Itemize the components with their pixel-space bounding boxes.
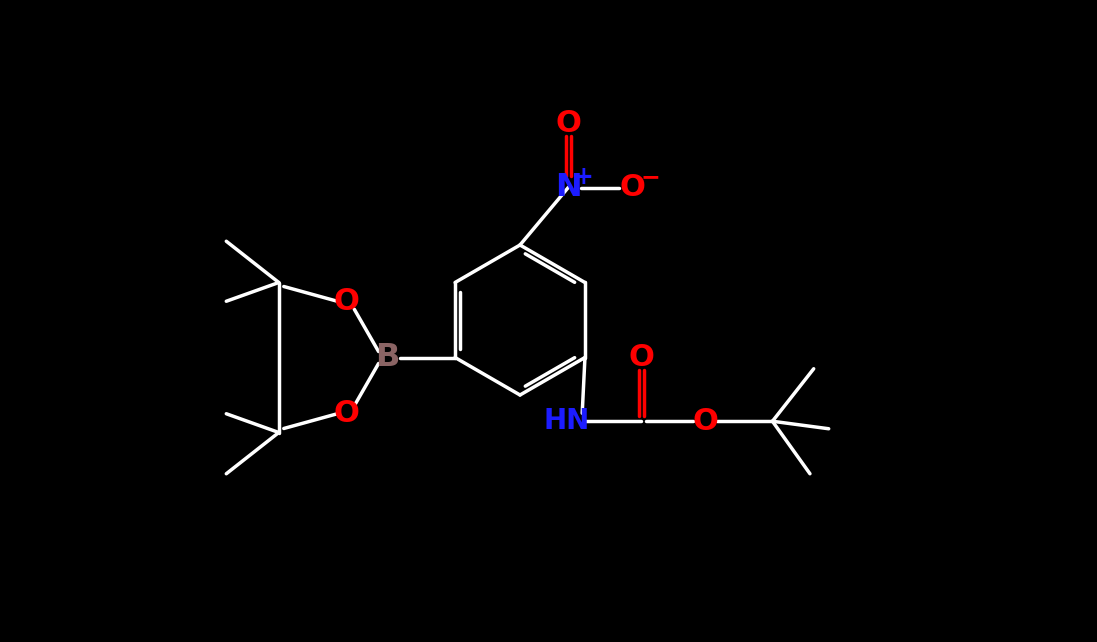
Text: O: O: [619, 173, 645, 202]
Text: HN: HN: [543, 407, 589, 435]
Text: O: O: [629, 343, 654, 372]
Text: O: O: [333, 399, 359, 428]
Text: N: N: [555, 172, 581, 203]
Text: O: O: [333, 287, 359, 316]
Text: +: +: [574, 164, 593, 189]
Text: −: −: [640, 166, 659, 189]
Text: O: O: [555, 109, 581, 138]
Text: B: B: [375, 342, 399, 373]
Text: O: O: [692, 407, 717, 436]
